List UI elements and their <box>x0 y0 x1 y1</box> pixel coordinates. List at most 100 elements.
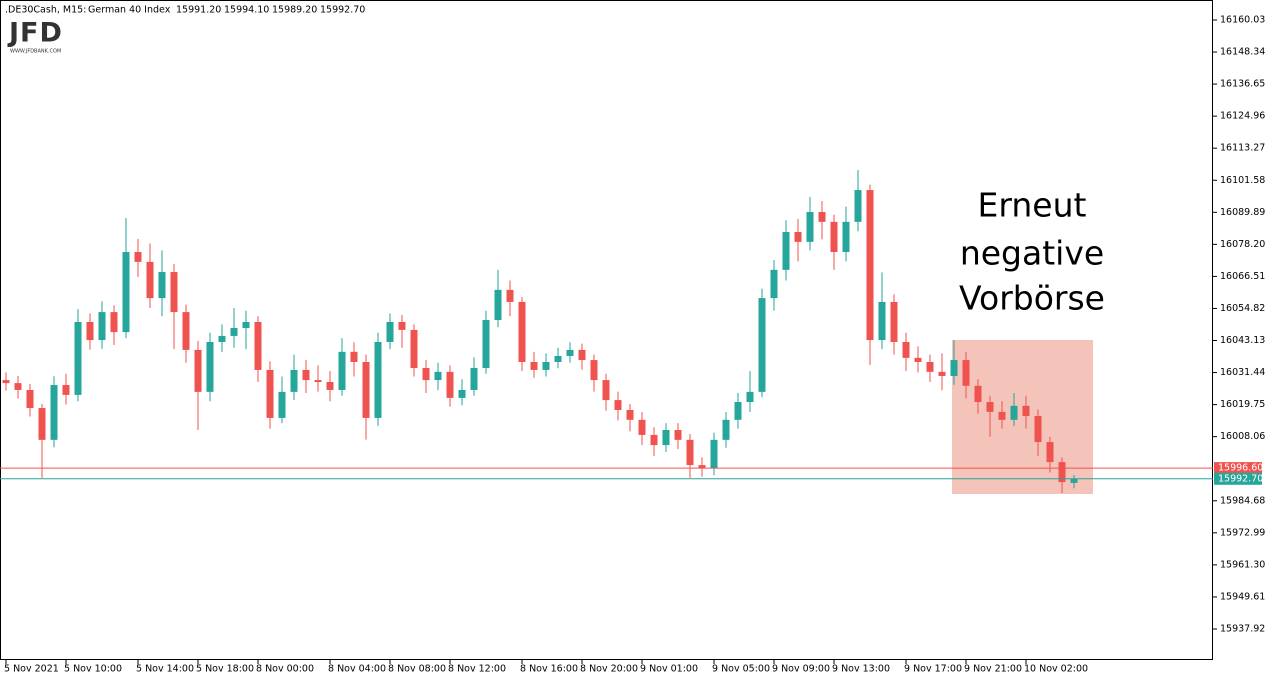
candle-body <box>158 272 166 299</box>
x-tick-label: 5 Nov 10:00 <box>64 664 122 675</box>
candle-body <box>194 349 202 392</box>
candle-body <box>218 335 226 342</box>
candle-body <box>182 312 190 350</box>
y-tick-label: 16043.13 <box>1220 335 1265 346</box>
candle-body <box>554 355 562 362</box>
x-tick-label: 8 Nov 00:00 <box>256 664 314 675</box>
candle-body <box>626 409 634 420</box>
candle-body <box>1010 405 1018 420</box>
candle-body <box>494 289 502 321</box>
header-ohlc: 15992.70 <box>320 5 365 16</box>
candle-body <box>902 341 910 358</box>
x-tick-label: 5 Nov 2021 <box>4 664 59 675</box>
x-tick-label: 8 Nov 12:00 <box>448 664 506 675</box>
candle-body <box>458 389 466 398</box>
y-tick-label: 16113.27 <box>1220 143 1265 154</box>
candle-body <box>566 349 574 356</box>
candle-body <box>854 190 862 222</box>
y-tick-label: 16008.06 <box>1220 431 1265 442</box>
candle-body <box>386 321 394 342</box>
x-tick-label: 5 Nov 14:00 <box>136 664 194 675</box>
y-tick-label: 15937.92 <box>1220 623 1265 634</box>
candle-body <box>1070 478 1078 483</box>
candle-body <box>470 368 478 390</box>
candle-body <box>1058 462 1066 483</box>
candle-body <box>890 301 898 342</box>
candle-body <box>614 400 622 410</box>
candle-body <box>38 408 46 440</box>
candle-body <box>2 380 10 384</box>
candle-body <box>62 385 70 395</box>
candle-body <box>74 321 82 395</box>
candle-body <box>638 419 646 435</box>
x-tick-label: 9 Nov 21:00 <box>964 664 1022 675</box>
candle-body <box>170 272 178 313</box>
y-tick-label: 15984.68 <box>1220 495 1265 506</box>
candle-body <box>506 289 514 302</box>
header: .DE30Cash, M15: German 40 Index 15991.20… <box>5 5 365 16</box>
annotation-line: Vorbörse <box>959 279 1105 318</box>
candle-body <box>14 383 22 390</box>
candle-body <box>446 371 454 398</box>
candle-body <box>698 465 706 469</box>
candle-body <box>146 261 154 299</box>
candle-body <box>110 312 118 333</box>
candle-body <box>950 360 958 376</box>
candle-body <box>326 381 334 390</box>
candle-body <box>674 429 682 440</box>
instrument: German 40 Index <box>88 5 171 16</box>
x-tick-label: 9 Nov 17:00 <box>904 664 962 675</box>
candle-body <box>278 391 286 418</box>
y-tick-label: 16148.34 <box>1220 47 1265 58</box>
x-tick-label: 9 Nov 05:00 <box>712 664 770 675</box>
logo: JFD <box>7 18 63 49</box>
candle-body <box>926 361 934 372</box>
candle-body <box>806 212 814 242</box>
candle-body <box>422 368 430 381</box>
price-label: 15996.60 <box>1218 463 1263 474</box>
annotation: Erneut negative Vorbörse <box>959 186 1105 318</box>
candle-body <box>878 301 886 341</box>
candle-body <box>914 357 922 362</box>
x-tick-label: 8 Nov 20:00 <box>580 664 638 675</box>
candle-body <box>818 212 826 222</box>
header-ohlc: 15994.10 <box>224 5 269 16</box>
candle-body <box>206 341 214 392</box>
y-tick-label: 16031.44 <box>1220 367 1265 378</box>
candle-body <box>662 429 670 446</box>
candle-body <box>986 402 994 412</box>
candle-body <box>362 361 370 418</box>
x-tick-label: 9 Nov 09:00 <box>772 664 830 675</box>
y-tick-label: 15972.99 <box>1220 527 1265 538</box>
candle-body <box>590 360 598 381</box>
x-tick-label: 8 Nov 04:00 <box>328 664 386 675</box>
candle-body <box>578 349 586 361</box>
candle-body <box>782 232 790 270</box>
symbol: .DE30Cash, M15: <box>5 5 86 16</box>
candle-body <box>686 439 694 466</box>
y-tick-label: 15961.30 <box>1220 559 1265 570</box>
annotation-line: negative <box>960 234 1104 273</box>
candle-body <box>122 252 130 333</box>
y-tick-label: 16136.65 <box>1220 79 1265 90</box>
candle-body <box>134 252 142 262</box>
candle-body <box>398 321 406 330</box>
candle-body <box>866 190 874 341</box>
candle-body <box>314 380 322 382</box>
candle-body <box>794 232 802 242</box>
annotation-line: Erneut <box>978 186 1087 225</box>
candle-body <box>542 361 550 370</box>
candle-body <box>722 419 730 440</box>
plot-frame <box>0 0 1213 660</box>
x-tick-label: 10 Nov 02:00 <box>1024 664 1088 675</box>
header-ohlc: 15991.20 <box>176 5 221 16</box>
candle-body <box>938 371 946 376</box>
candle-body <box>746 391 754 403</box>
candle-body <box>302 369 310 381</box>
candle-body <box>242 321 250 328</box>
candle-body <box>830 221 838 253</box>
y-tick-label: 16101.58 <box>1220 175 1265 186</box>
candle-body <box>974 385 982 403</box>
candle-body <box>350 351 358 362</box>
